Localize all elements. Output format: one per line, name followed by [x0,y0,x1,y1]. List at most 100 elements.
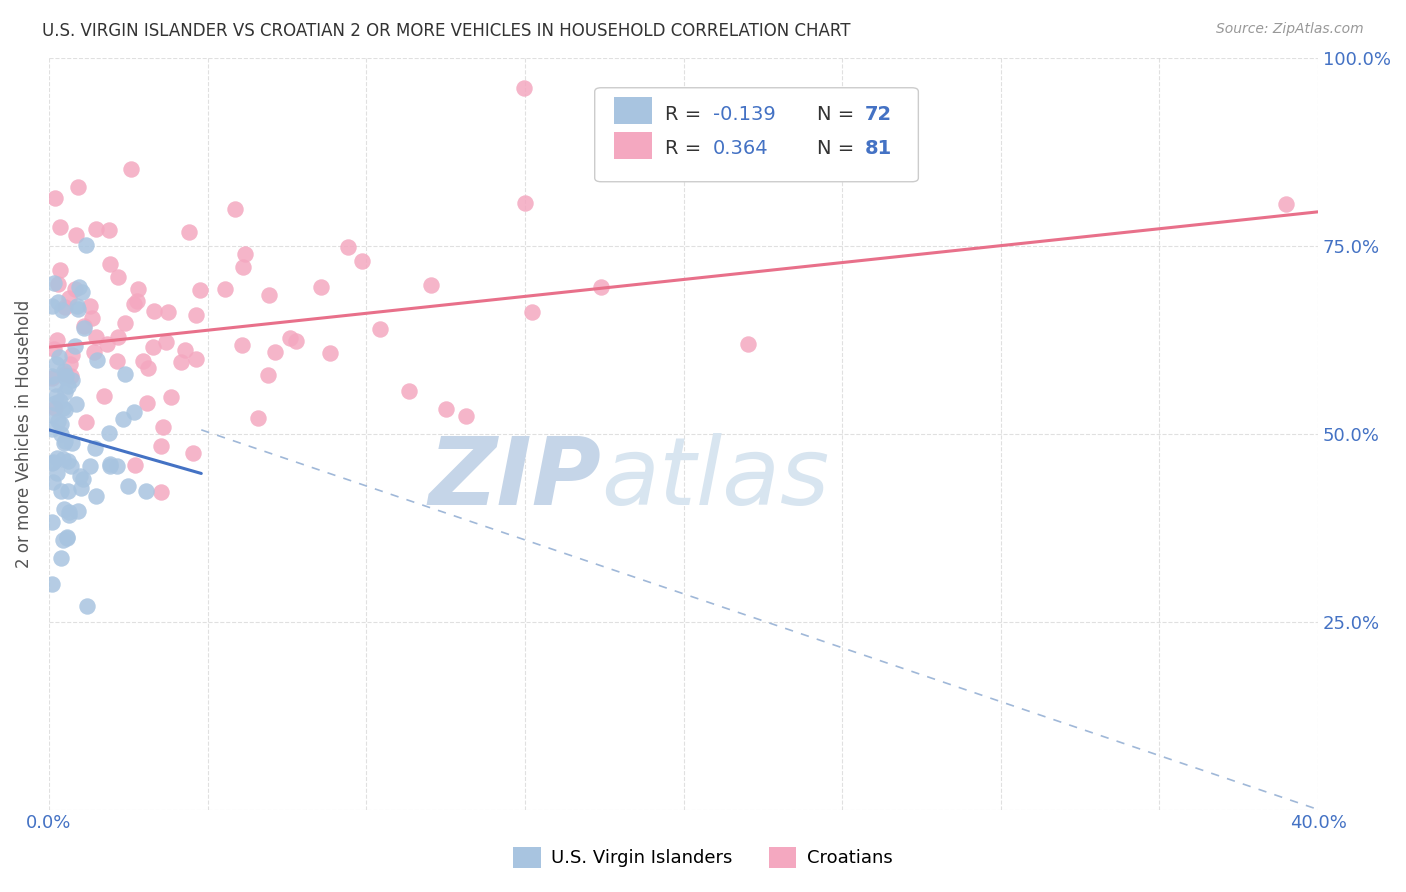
Point [46,277,69,292]
Point [44,191,66,205]
Point [257,287,280,301]
Point [83,345,105,359]
Point [58,291,80,305]
Point [79,458,101,473]
Point [420,278,443,293]
Point [135,483,157,498]
Point [56,484,79,499]
Point [41,475,63,489]
Text: Source: ZipAtlas.com: Source: ZipAtlas.com [1216,22,1364,37]
Point [257,368,280,382]
Point [127,294,149,309]
Point [49,262,72,277]
Point [48,351,70,365]
Point [49,484,72,499]
Point [97,222,120,236]
Point [122,405,145,419]
Point [398,384,420,398]
Point [120,162,142,177]
Point [124,458,146,472]
Point [41,422,63,436]
Point [246,411,269,425]
Text: R =: R = [665,104,707,124]
Point [42,276,65,290]
Point [60,373,83,387]
Point [93,389,115,403]
Point [53,369,76,384]
Point [55,530,77,544]
Point [181,446,204,460]
Point [98,426,121,441]
Point [55,531,77,545]
Point [56,379,79,393]
Point [285,334,308,348]
Point [53,385,76,400]
Point [79,299,101,313]
Point [45,333,67,347]
Point [49,393,72,408]
Point [58,508,80,523]
Point [67,280,90,294]
Point [336,240,359,254]
Point [41,577,63,591]
Point [136,360,159,375]
Point [49,551,72,566]
Point [84,441,107,455]
Point [86,330,108,344]
Point [48,219,70,234]
Text: ZIP: ZIP [429,433,600,524]
Point [45,357,67,371]
Point [434,402,457,417]
Point [80,311,103,326]
Point [49,427,72,442]
Text: atlas: atlas [600,434,830,524]
Point [233,247,256,261]
Point [49,417,72,431]
Point [214,282,236,296]
Point [69,468,91,483]
Point [318,346,340,360]
Point [53,403,76,417]
Point [55,434,77,448]
Point [53,502,76,516]
Point [44,396,66,410]
Point [142,340,165,354]
Point [76,415,98,429]
Point [520,305,543,319]
Point [98,257,121,271]
Point [368,322,391,336]
Point [42,343,65,357]
Text: -0.139: -0.139 [713,104,776,124]
Point [309,280,332,294]
Point [231,338,253,352]
Point [1275,197,1298,211]
Point [513,195,536,210]
Point [155,334,177,349]
Point [41,371,63,385]
Point [264,345,287,359]
Point [105,353,128,368]
Point [46,295,69,310]
Point [150,484,173,499]
Text: 72: 72 [865,104,893,124]
Point [184,351,207,366]
Point [44,401,66,416]
Text: 0.364: 0.364 [713,139,768,158]
Bar [614,96,652,124]
Point [66,299,89,313]
Point [70,285,93,300]
Point [143,304,166,318]
Bar [614,132,652,159]
Point [184,308,207,322]
Point [46,466,69,480]
Point [55,369,77,384]
Point [160,390,183,404]
Point [232,260,254,274]
Point [44,377,66,392]
Text: N =: N = [817,139,860,158]
Point [127,282,149,296]
Point [65,227,87,242]
Point [96,337,118,351]
Point [152,420,174,434]
Point [53,367,76,381]
